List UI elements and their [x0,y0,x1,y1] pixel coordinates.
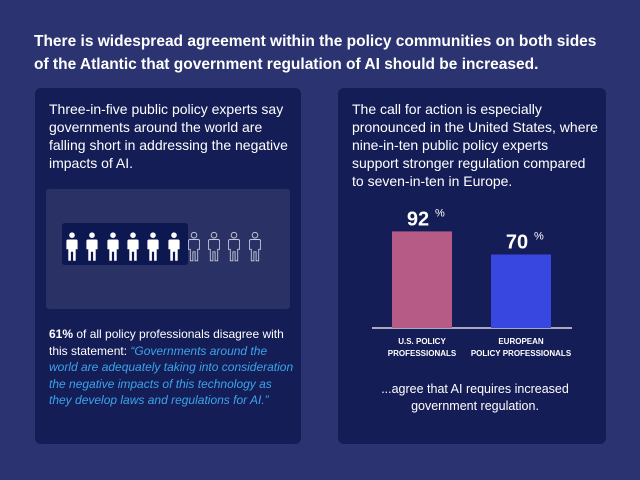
right-panel-intro: The call for action is especially pronou… [352,101,598,189]
headline: There is widespread agreement within the… [34,33,597,73]
category-label-1-line-1: POLICY PROFESSIONALS [471,349,572,358]
person-icon-outline [248,231,261,262]
people-highlight-box [62,223,188,265]
category-label-0-line-0: U.S. POLICY [398,337,446,346]
person-icon-filled [106,232,119,262]
left-panel-intro: Three-in-five public policy experts say … [49,101,288,171]
person-icon-outline [187,231,200,262]
bar-value-label-0: 92 [407,208,429,230]
bar-unit-label-0: % [435,207,445,219]
category-label-1-line-0: EUROPEAN [498,337,544,346]
person-icon-filled [86,232,98,262]
person-icon-outline [208,231,221,262]
person-icon-filled [167,232,180,262]
stat-paragraph: 61% of all policy professionals disagree… [49,326,295,409]
stat-percent: 61% [49,327,74,341]
bar-0 [392,231,452,328]
right-panel: The call for action is especially pronou… [338,88,606,444]
person-icon-filled [127,232,139,262]
bar-value-label-1: 70 [506,232,528,254]
category-label-0-line-1: PROFESSIONALS [388,349,457,358]
chart-footnote: ...agree that AI requires increased gove… [381,382,569,413]
bar-chart: 92 % U.S. POLICY PROFESSIONALS 70 % EUROPEAN PO… [372,207,572,358]
bar-1 [491,254,551,328]
person-icon-filled [66,232,78,262]
bar-unit-label-1: % [534,231,544,243]
stat-text: of all policy professionals disagree wit… [49,327,284,358]
person-icon-outline [228,231,241,262]
person-icon-filled [147,232,159,262]
stat-quote: “Governments around the world are adequa… [49,343,294,408]
left-panel: Three-in-five public policy experts say … [35,88,301,444]
